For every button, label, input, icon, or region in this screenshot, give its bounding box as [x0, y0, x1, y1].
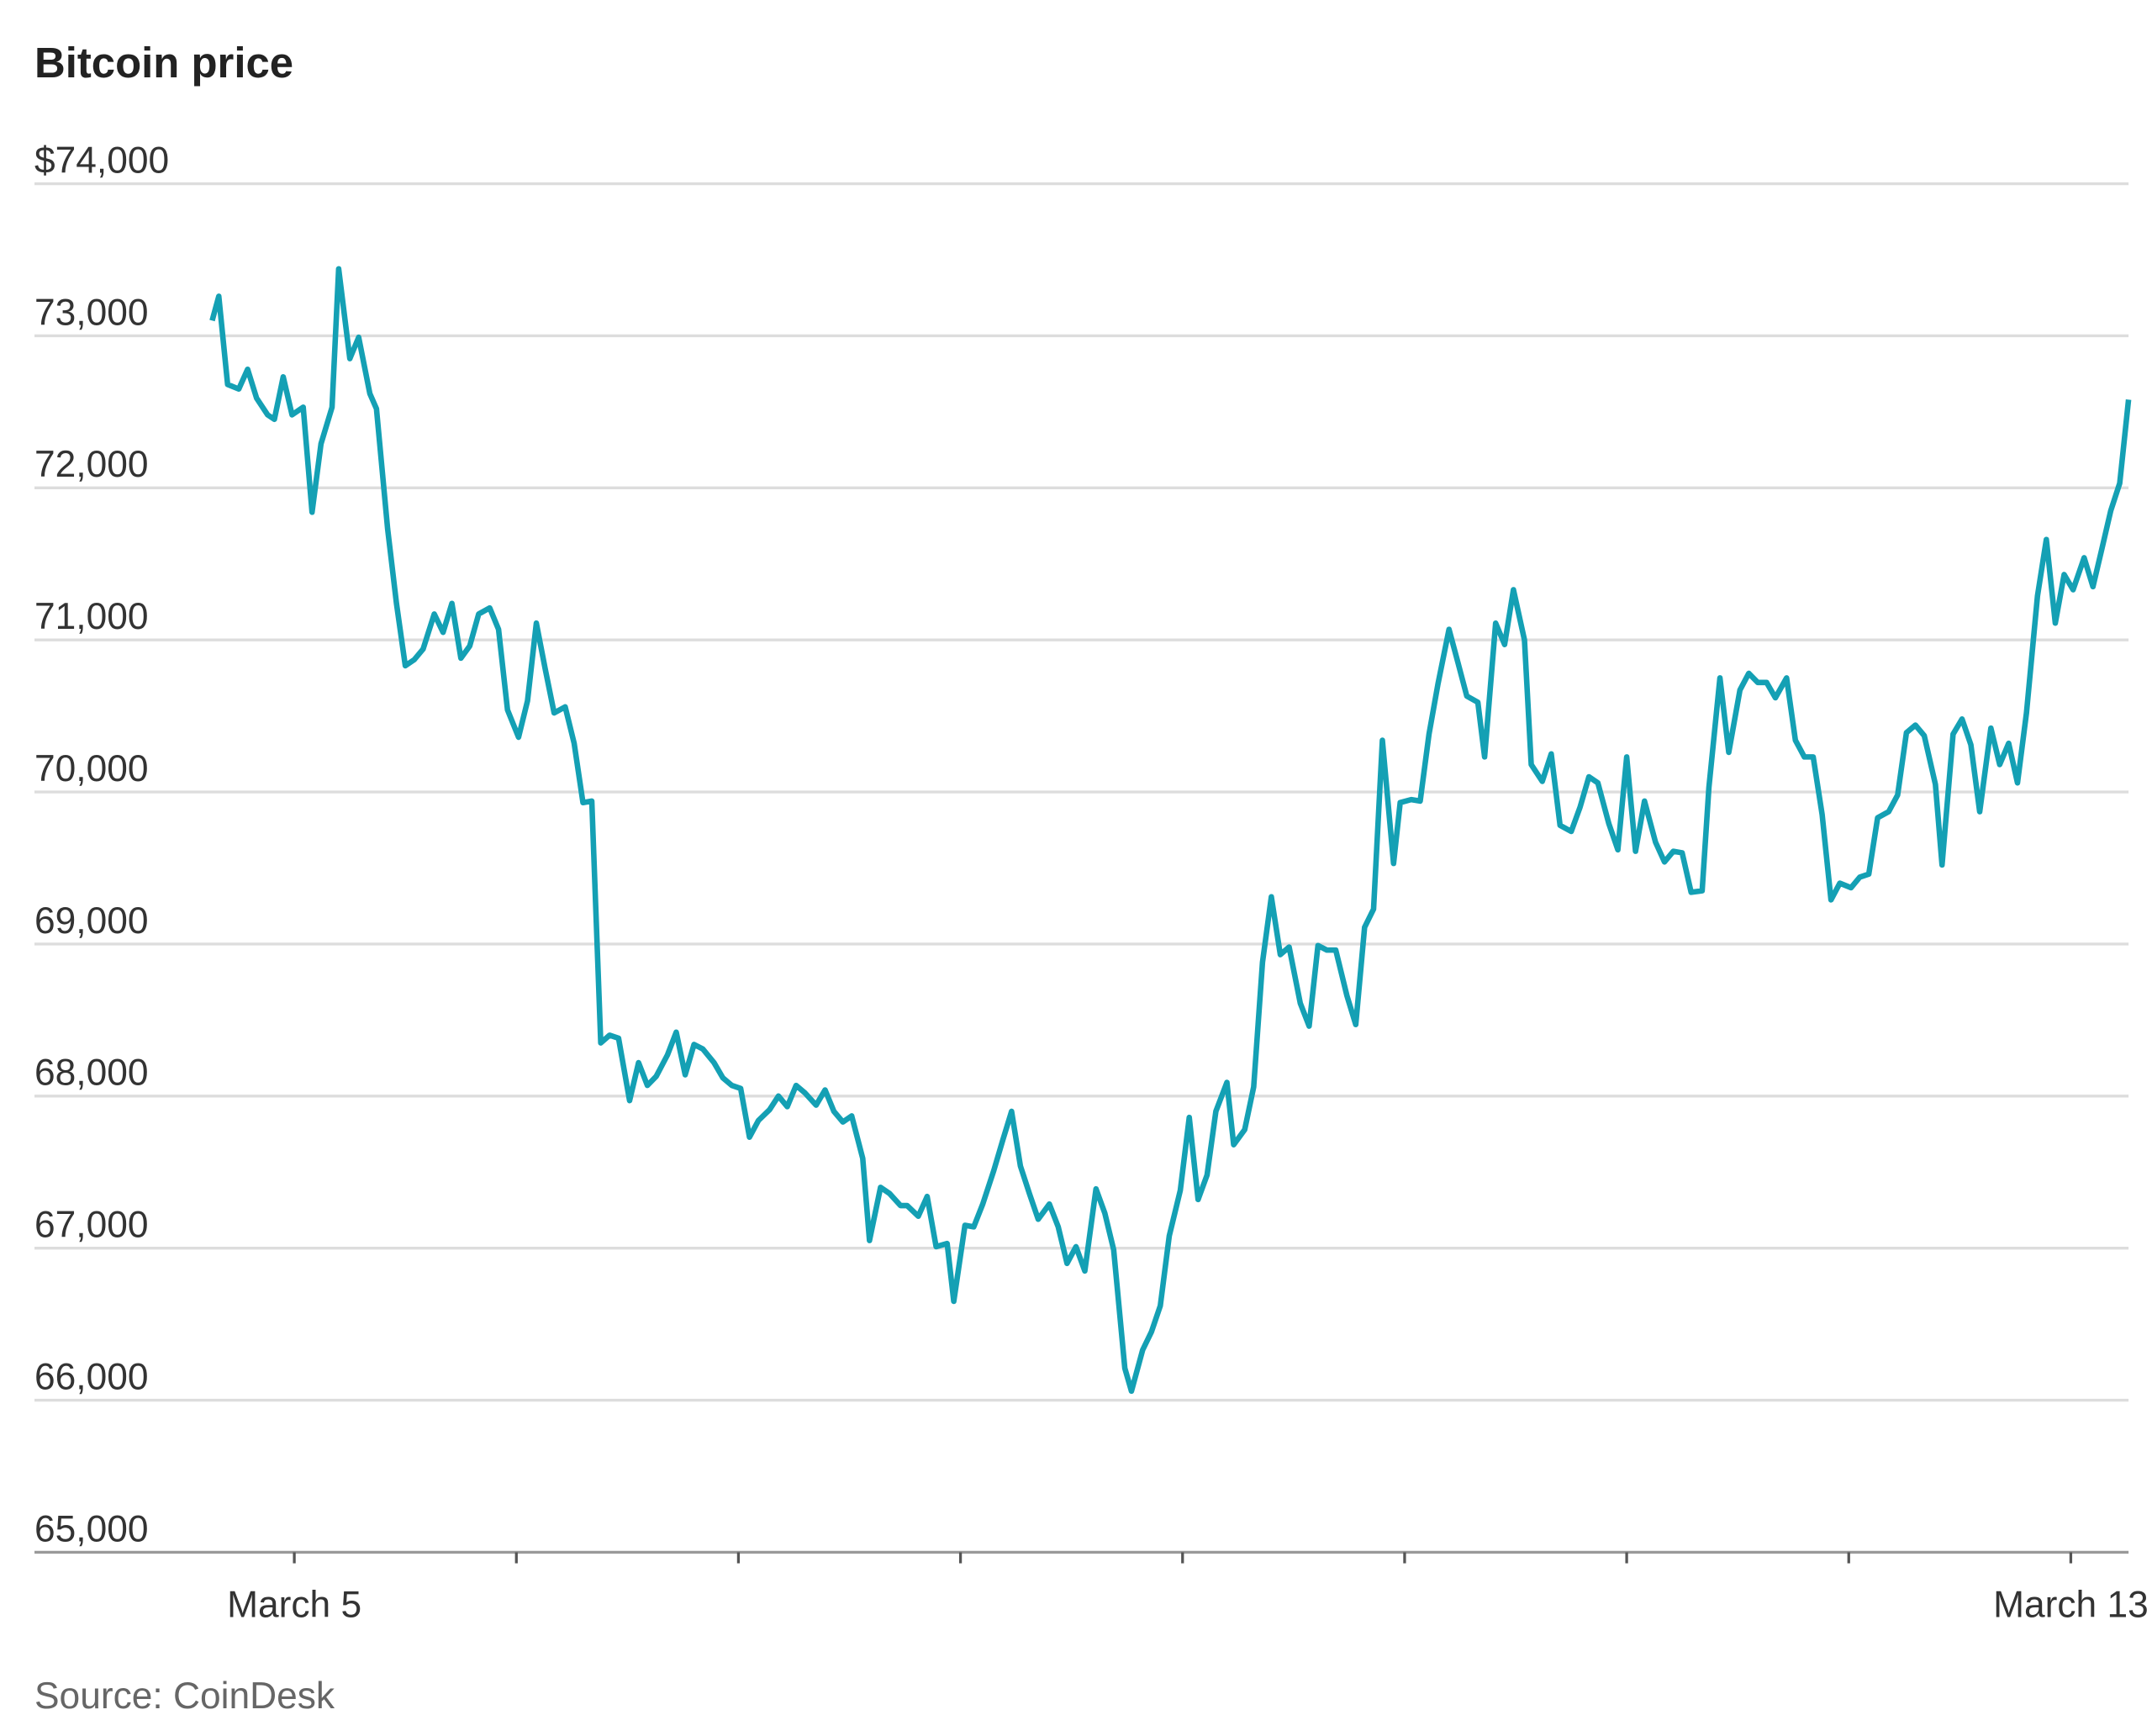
y-tick-label: 68,000	[34, 1053, 149, 1094]
source-note: Source: CoinDesk	[34, 1675, 335, 1717]
y-tick-label: 65,000	[34, 1508, 149, 1549]
y-tick-label: 67,000	[34, 1205, 149, 1246]
x-tick-label: March 13	[1993, 1585, 2149, 1626]
y-tick-label: 66,000	[34, 1356, 149, 1397]
y-tick-label: 70,000	[34, 748, 149, 789]
y-tick-label: 69,000	[34, 900, 149, 942]
y-tick-label: 73,000	[34, 292, 149, 333]
y-tick-label: 72,000	[34, 444, 149, 485]
chart-title: Bitcoin price	[34, 39, 293, 87]
y-tick-label: 71,000	[34, 596, 149, 637]
price-line	[209, 266, 2132, 1395]
y-tick-label: $74,000	[34, 140, 169, 181]
x-tick-label: March 5	[227, 1585, 361, 1626]
